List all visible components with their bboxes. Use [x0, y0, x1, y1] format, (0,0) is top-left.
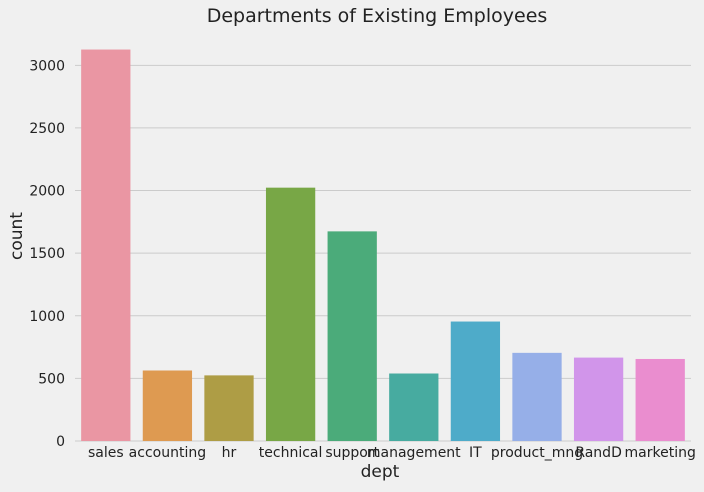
x-tick-label: IT [469, 445, 482, 461]
y-tick-label: 3000 [29, 58, 65, 74]
x-tick-label: management [367, 445, 461, 461]
y-tick-label: 0 [56, 434, 65, 450]
bar-accounting [142, 370, 193, 441]
chart-title: Departments of Existing Employees [207, 5, 548, 27]
bar-product-mng [512, 352, 562, 441]
bar-management [389, 373, 439, 441]
x-tick-label: support [325, 445, 379, 461]
x-axis-label: dept [361, 462, 400, 482]
y-tick-label: 500 [38, 371, 65, 387]
bar-sales [81, 49, 131, 442]
y-tick-label: 1500 [29, 246, 65, 262]
y-axis-label: count [7, 212, 27, 260]
x-tick-label: marketing [625, 445, 696, 461]
x-tick-label: hr [222, 445, 237, 461]
x-axis-ticks: sales accounting hr technical supportmanagem… [88, 445, 696, 461]
bar-marketing [635, 358, 685, 441]
bar-it [450, 321, 501, 441]
bars [81, 49, 685, 442]
x-tick-label: RandD [575, 445, 622, 461]
x-tick-label: product_mng [491, 445, 583, 461]
x-tick-label: sales [88, 445, 124, 461]
y-tick-label: 2000 [29, 184, 65, 200]
y-tick-label: 1000 [29, 309, 65, 325]
bar-randd [573, 357, 624, 441]
y-tick-label: 2500 [29, 121, 65, 137]
bar-technical [265, 187, 316, 441]
y-axis-ticks: 0 500 1000 1500 2000 2500 3000 [29, 58, 65, 450]
x-tick-label: technical [259, 445, 323, 461]
bar-support [327, 231, 377, 441]
x-tick-label: accounting [129, 445, 206, 461]
bar-hr [204, 375, 254, 441]
